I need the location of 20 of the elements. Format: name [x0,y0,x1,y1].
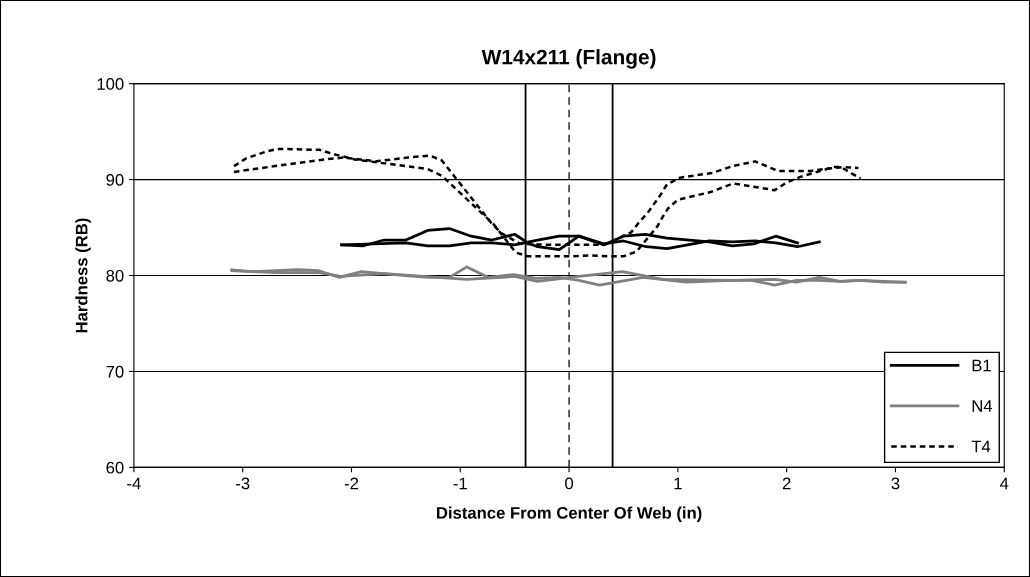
y-tick-label: 70 [106,365,124,378]
y-tick-label: 90 [106,173,124,186]
x-tick-label: 3 [891,477,900,490]
y-tick-label: 80 [106,269,124,282]
y-axis-title: Hardness (RB) [75,218,91,333]
x-tick-label: -2 [344,477,359,490]
legend-label: B1 [972,359,991,372]
x-tick-label: 1 [674,477,682,490]
x-tick-label: 2 [782,477,791,490]
legend-label: T4 [971,440,991,453]
x-tick-label: -3 [236,477,250,490]
x-axis-title: Distance From Center Of Web (in) [437,506,702,523]
chart-title: W14x211 (Flange) [481,49,656,69]
y-tick-label: 100 [97,78,124,90]
x-tick-label: 4 [1000,477,1009,490]
x-tick-label: -1 [453,477,467,490]
x-tick-label: 0 [565,477,574,490]
y-tick-label: 60 [106,461,124,474]
x-tick-label: -4 [127,477,141,490]
legend-label: N4 [972,400,993,412]
